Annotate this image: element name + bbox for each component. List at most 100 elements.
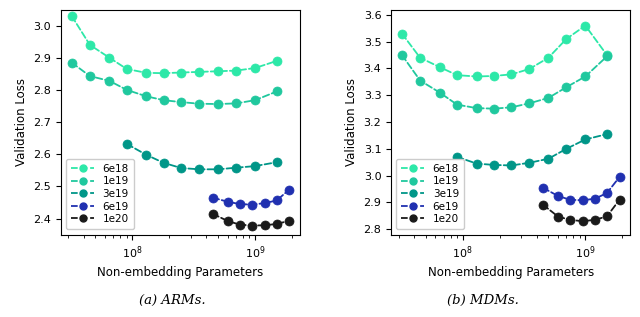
1e20	[539, 203, 547, 206]
6e19	[273, 198, 280, 202]
Text: (a) ARMs.: (a) ARMs.	[140, 294, 206, 307]
6e18	[473, 74, 481, 78]
Line: 3e19: 3e19	[122, 139, 281, 174]
6e18	[563, 37, 570, 41]
3e19	[252, 164, 259, 168]
3e19	[525, 161, 533, 165]
1e20	[554, 215, 562, 218]
1e19	[143, 94, 150, 98]
1e19	[68, 61, 76, 64]
1e19	[545, 96, 552, 100]
6e18	[86, 43, 93, 47]
6e19	[616, 175, 623, 179]
1e20	[591, 218, 599, 222]
1e19	[160, 98, 168, 102]
1e19	[398, 53, 406, 57]
1e19	[582, 74, 589, 78]
Line: 1e20: 1e20	[208, 209, 294, 230]
1e20	[566, 218, 574, 222]
6e19	[591, 197, 599, 201]
1e19	[86, 74, 93, 78]
3e19	[473, 162, 481, 165]
3e19	[177, 166, 185, 170]
1e19	[232, 101, 240, 105]
6e19	[539, 186, 547, 190]
Legend: 6e18, 1e19, 3e19, 6e19, 1e20: 6e18, 1e19, 3e19, 6e19, 1e20	[66, 158, 134, 230]
Y-axis label: Validation Loss: Validation Loss	[15, 78, 28, 166]
Legend: 6e18, 1e19, 3e19, 6e19, 1e20: 6e18, 1e19, 3e19, 6e19, 1e20	[396, 158, 464, 230]
6e18	[177, 71, 185, 74]
3e19	[143, 153, 150, 157]
Line: 1e19: 1e19	[67, 58, 281, 108]
6e18	[603, 53, 611, 57]
1e19	[106, 79, 113, 83]
Line: 1e20: 1e20	[538, 195, 624, 226]
6e19	[209, 196, 216, 199]
Line: 1e19: 1e19	[397, 50, 611, 113]
6e18	[490, 74, 498, 78]
1e20	[236, 223, 244, 227]
6e18	[436, 65, 444, 69]
6e18	[195, 70, 203, 74]
3e19	[160, 161, 168, 165]
1e19	[563, 85, 570, 89]
6e19	[285, 188, 293, 191]
1e20	[248, 224, 256, 228]
1e20	[273, 222, 280, 226]
6e18	[143, 71, 150, 75]
3e19	[214, 167, 222, 171]
6e18	[232, 69, 240, 73]
6e18	[123, 67, 131, 71]
6e18	[252, 66, 259, 70]
1e19	[508, 106, 515, 109]
Y-axis label: Validation Loss: Validation Loss	[345, 78, 358, 166]
6e18	[273, 59, 280, 63]
1e20	[261, 223, 269, 227]
6e19	[554, 194, 562, 198]
6e19	[603, 191, 611, 195]
3e19	[123, 142, 131, 146]
1e19	[123, 88, 131, 92]
6e18	[508, 73, 515, 76]
1e19	[473, 106, 481, 110]
Line: 6e19: 6e19	[538, 172, 624, 205]
3e19	[195, 167, 203, 171]
1e19	[416, 79, 424, 82]
1e19	[252, 98, 259, 102]
Line: 6e19: 6e19	[208, 185, 294, 209]
X-axis label: Non-embedding Parameters: Non-embedding Parameters	[428, 267, 594, 280]
3e19	[563, 147, 570, 151]
1e20	[224, 219, 232, 223]
6e18	[160, 71, 168, 75]
3e19	[273, 160, 280, 164]
3e19	[582, 138, 589, 141]
Text: (b) MDMs.: (b) MDMs.	[447, 294, 519, 307]
1e19	[525, 101, 533, 105]
1e19	[490, 107, 498, 111]
6e18	[214, 69, 222, 73]
6e18	[106, 56, 113, 60]
X-axis label: Non-embedding Parameters: Non-embedding Parameters	[97, 267, 264, 280]
1e19	[603, 55, 611, 58]
6e19	[566, 198, 574, 202]
3e19	[603, 132, 611, 136]
1e19	[453, 103, 461, 107]
6e19	[224, 200, 232, 204]
3e19	[490, 163, 498, 167]
Line: 6e18: 6e18	[67, 11, 281, 78]
3e19	[545, 157, 552, 161]
6e18	[525, 67, 533, 71]
1e19	[214, 102, 222, 106]
1e19	[273, 90, 280, 94]
1e19	[436, 91, 444, 94]
1e20	[603, 215, 611, 218]
6e19	[261, 201, 269, 205]
6e18	[545, 56, 552, 60]
1e20	[209, 212, 216, 216]
Line: 3e19: 3e19	[452, 130, 611, 170]
Line: 6e18: 6e18	[397, 21, 611, 81]
6e18	[453, 73, 461, 77]
6e19	[236, 202, 244, 206]
6e18	[416, 56, 424, 60]
6e19	[248, 203, 256, 207]
